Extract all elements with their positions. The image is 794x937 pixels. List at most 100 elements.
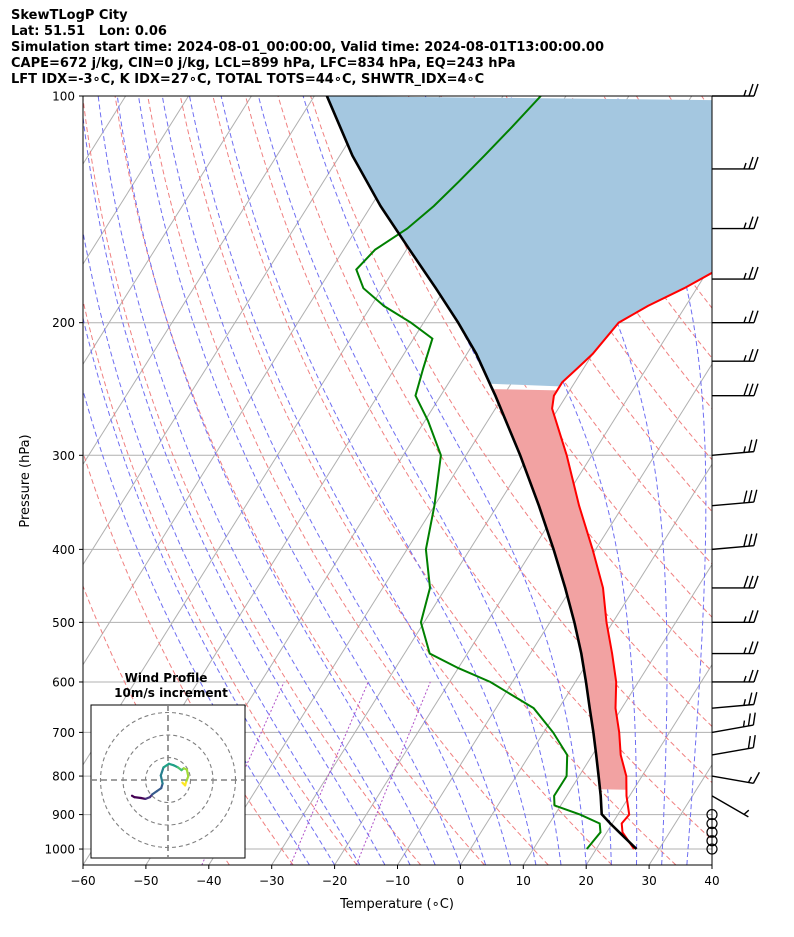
wind-barb-flag [753,641,759,654]
dry-adiabat [342,96,712,673]
mixing-ratio-line [290,681,369,865]
y-tick-label: 300 [52,449,75,463]
y-axis-label: Pressure (hPa) [18,434,33,527]
wind-barb-flag [748,266,754,280]
y-tick-label: 100 [52,90,75,104]
wind-barb-flag [748,439,753,453]
hodograph-segment [159,766,165,777]
wind-barb-half-flag [743,446,747,453]
wind-barb-half-flag [743,272,747,280]
wind-barb-half-flag [743,162,747,170]
moist-adiabat [711,860,712,865]
moist-adiabat [510,96,668,865]
dry-adiabat [245,96,712,841]
x-axis-ticks: −60 −50 −40 −30 −20 −10 0 10 20 30 40 [70,865,720,888]
moist-adiabat [762,96,794,865]
stability-indices-2: LFT IDX=-3∘C, K IDX=27∘C, TOTAL TOTS=44∘… [11,72,485,87]
x-tick-label: 40 [704,874,719,888]
dry-adiabat [701,96,712,113]
wind-barb-flag [753,533,758,546]
wind-barb-flag [748,383,754,396]
x-tick-label: 30 [641,874,656,888]
moist-adiabat [220,96,537,865]
profile-traces [325,96,712,850]
wind-barb-half-flag [743,89,747,97]
wind-barb-half-flag [747,776,753,783]
wind-barb-flag [748,310,754,323]
moist-adiabat [189,96,512,865]
x-tick-label: −10 [385,874,410,888]
shaded-areas [326,96,712,790]
wind-barb-flag [753,310,759,323]
chart-header: SkewTLogP City Lat: 51.51 Lon: 0.06 Simu… [11,8,604,88]
dry-adiabat [310,96,712,728]
isotherm-line [83,96,441,666]
wind-barb-half-flag [743,675,747,683]
isotherm-line [83,96,378,566]
wind-barb-half-flag [743,647,747,654]
y-tick-label: 600 [52,675,75,689]
wind-barb-flag [753,575,759,589]
isotherm-line [83,96,189,265]
moist-adiabat [788,96,794,865]
location-coordinates: Lat: 51.51 Lon: 0.06 [11,24,167,39]
wind-barb-flag [753,439,758,452]
wind-barb-flag [753,216,759,229]
moist-adiabat [424,96,638,865]
hodograph-segment [181,781,187,787]
wind-barb-flag [752,735,756,748]
y-tick-label: 400 [52,543,75,557]
moist-adiabat [83,388,310,865]
isotherm-line [83,96,315,466]
y-tick-label: 200 [52,316,75,330]
wind-barb-shaft [711,501,754,507]
moist-adiabat [83,229,361,865]
isotherm-line [711,864,712,865]
dry-adiabat [212,96,677,865]
wind-barb-half-flag [743,222,747,229]
cape-area [326,96,712,387]
wind-barb-flag [748,669,754,683]
wind-barb-half-flag [743,316,747,323]
x-tick-label: 0 [457,874,465,888]
chart-title: SkewTLogP City [11,8,128,23]
y-tick-label: 900 [52,808,75,822]
x-tick-label: −20 [322,874,347,888]
wind-barb-flag [753,383,759,396]
inset-subtitle: 10m/s increment [114,686,228,700]
wind-barb-flag [748,575,754,589]
wind-barb-flag [748,641,754,654]
y-tick-label: 500 [52,616,75,630]
dry-adiabat [83,584,230,865]
inset-title: Wind Profile [125,671,208,685]
wind-barb-flag [748,216,754,229]
moist-adiabat [83,112,386,865]
wind-barb-half-flag [743,809,750,815]
wind-barb-flag [743,383,749,396]
x-tick-label: −30 [259,874,284,888]
x-axis-label: Temperature (∘C) [339,897,454,912]
wind-barb-shaft [711,545,754,551]
wind-barb-shaft [711,775,754,785]
y-tick-label: 700 [52,726,75,740]
temperature-line [551,271,712,850]
dry-adiabat [83,450,294,865]
dry-adiabat [147,96,549,865]
dry-adiabat [407,96,712,565]
dry-adiabat [83,298,358,865]
parcel-profile-line [325,96,638,850]
hodograph-inset: Wind Profile 10m/s increment [90,671,246,859]
hodograph-segment [159,774,164,785]
x-tick-label: 20 [579,874,594,888]
wind-barb-flag [743,490,748,504]
dry-adiabat [767,96,794,865]
wind-barb-flag [748,692,753,706]
isotherm-line [334,263,712,865]
wind-barb-shaft [711,724,754,734]
wind-barb-shaft [711,450,754,456]
wind-barb-flag [753,692,758,705]
dry-adiabat [114,96,485,865]
dry-adiabat [179,96,613,865]
hodograph-segment [185,768,190,778]
